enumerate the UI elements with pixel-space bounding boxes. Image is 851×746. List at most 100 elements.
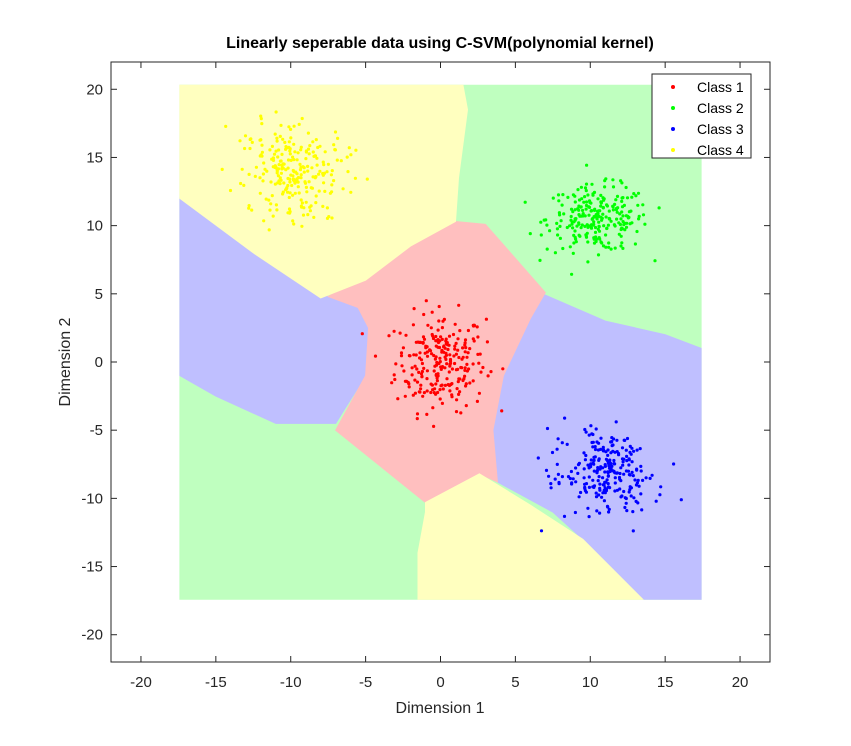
data-point (582, 200, 586, 204)
data-point (286, 166, 290, 170)
data-point (353, 176, 357, 180)
data-point (451, 332, 456, 337)
data-point (591, 216, 595, 220)
data-point (602, 224, 606, 228)
data-point (419, 387, 423, 391)
data-point (602, 499, 607, 503)
data-point (284, 168, 288, 172)
data-point (579, 226, 583, 230)
data-point (458, 390, 462, 394)
data-point (295, 177, 299, 181)
data-point (573, 235, 577, 239)
data-point (574, 466, 578, 470)
data-point (288, 152, 292, 156)
data-point (393, 377, 397, 382)
data-point (413, 378, 417, 382)
data-point (643, 222, 647, 226)
data-point (619, 217, 623, 221)
data-point (321, 204, 325, 208)
data-point (618, 222, 623, 227)
data-point (486, 374, 490, 378)
data-point (435, 360, 439, 365)
data-point (349, 153, 353, 157)
y-tick-label: 0 (95, 354, 103, 371)
data-point (282, 181, 286, 185)
data-point (457, 392, 461, 396)
data-point (447, 370, 451, 374)
data-point (450, 367, 454, 371)
data-point (453, 322, 457, 326)
data-point (453, 347, 457, 351)
data-point (434, 334, 438, 339)
data-point (624, 225, 629, 229)
data-point (317, 189, 321, 193)
data-point (287, 145, 291, 149)
data-point (593, 445, 597, 449)
data-point (463, 343, 467, 347)
data-point (278, 176, 282, 180)
data-point (628, 485, 632, 489)
data-point (290, 183, 294, 188)
data-point (571, 251, 575, 255)
data-point (400, 364, 404, 368)
data-point (607, 245, 611, 249)
data-point (593, 230, 598, 234)
data-point (641, 213, 646, 217)
data-point (465, 362, 469, 366)
data-point (424, 299, 428, 303)
data-point (297, 122, 301, 126)
data-point (568, 224, 572, 228)
data-point (461, 346, 465, 350)
data-point (592, 462, 596, 466)
data-point (306, 131, 310, 135)
data-point (426, 323, 430, 327)
data-point (626, 214, 630, 218)
data-point (294, 170, 298, 174)
data-point (555, 462, 559, 466)
data-point (620, 446, 625, 450)
data-point (589, 462, 593, 466)
data-point (477, 361, 481, 365)
data-point (457, 303, 461, 307)
data-point (431, 336, 436, 341)
data-point (322, 171, 327, 175)
data-point (261, 172, 265, 176)
data-point (259, 114, 263, 118)
data-point (410, 366, 414, 370)
data-point (587, 485, 592, 489)
data-point (315, 163, 319, 167)
data-point (484, 317, 488, 321)
data-point (463, 366, 467, 370)
data-point (457, 377, 461, 381)
data-point (557, 211, 562, 215)
data-point (326, 162, 330, 166)
data-point (454, 352, 458, 356)
data-point (475, 399, 479, 403)
data-point (580, 223, 584, 227)
data-point (578, 214, 582, 218)
data-point (628, 488, 632, 492)
data-point (625, 454, 629, 458)
data-point (346, 170, 350, 174)
data-point (632, 496, 636, 500)
data-point (250, 208, 254, 212)
data-point (271, 165, 275, 169)
data-point (307, 152, 311, 156)
data-point (590, 440, 594, 445)
data-point (439, 367, 443, 371)
data-point (582, 476, 586, 480)
y-axis-ticks: -20 -15 -10 -5 0 5 10 15 20 (81, 81, 770, 644)
data-point (463, 374, 467, 378)
data-point (464, 382, 468, 386)
data-point (558, 236, 563, 240)
data-point (425, 377, 429, 381)
data-point (224, 124, 228, 128)
data-point (422, 366, 426, 370)
data-point (605, 203, 609, 207)
data-point (604, 177, 608, 181)
data-point (286, 190, 290, 194)
data-point (549, 486, 553, 490)
decision-region-class-4-5 (417, 473, 644, 600)
data-point (596, 448, 601, 452)
data-point (454, 410, 459, 414)
